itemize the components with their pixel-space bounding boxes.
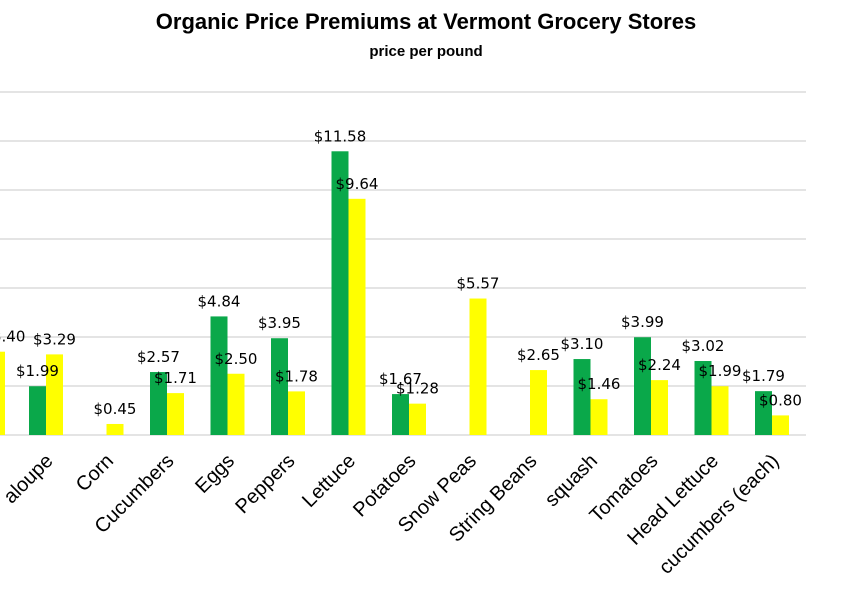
data-label: $2.65 <box>517 346 560 364</box>
data-label: $9.64 <box>336 175 379 193</box>
data-label: $1.79 <box>742 367 785 385</box>
data-label: $3.99 <box>621 313 664 331</box>
gridlines <box>0 91 806 436</box>
bar-conventional <box>227 373 245 435</box>
bar-organic <box>755 391 772 435</box>
x-tick-label: squash <box>541 450 602 511</box>
data-label: $2.24 <box>638 356 681 374</box>
bar-conventional <box>469 298 487 435</box>
chart-title: Organic Price Premiums at Vermont Grocer… <box>156 9 696 34</box>
data-label: $0.80 <box>759 391 802 409</box>
data-labels: 3.40$1.99$3.29$0.45$2.57$1.71$4.84$2.50$… <box>0 127 802 418</box>
bar-conventional <box>46 354 63 435</box>
bar-conventional <box>772 415 789 435</box>
bar-conventional <box>167 393 184 435</box>
bars <box>0 151 789 436</box>
bar-conventional <box>288 391 305 435</box>
bar-conventional <box>590 399 608 435</box>
bar-conventional <box>651 380 668 435</box>
x-tick-label: aloupe <box>0 450 58 508</box>
x-tick-label: Corn <box>72 450 118 496</box>
data-label: $4.84 <box>198 292 241 310</box>
bar-conventional <box>711 386 729 435</box>
data-label: $3.95 <box>258 314 301 332</box>
bar-organic <box>573 359 591 435</box>
bar-organic <box>392 394 409 435</box>
data-label: $3.02 <box>682 337 725 355</box>
data-label: $1.67 <box>379 370 422 388</box>
x-tick-label: Peppers <box>231 450 299 518</box>
bar-organic <box>150 372 167 435</box>
x-tick-label: Eggs <box>191 450 239 498</box>
x-tick-label: Lettuce <box>298 450 360 512</box>
bar-conventional <box>530 370 547 435</box>
bar-organic <box>210 316 228 435</box>
data-label: $3.10 <box>561 335 604 353</box>
data-label: $2.50 <box>215 350 258 368</box>
data-label: 3.40 <box>0 328 25 346</box>
data-label: $1.28 <box>396 380 439 398</box>
bar-organic <box>29 386 46 435</box>
bar-conventional <box>106 423 124 435</box>
data-label: $1.71 <box>154 369 197 387</box>
data-label: $2.57 <box>137 348 180 366</box>
data-label: $5.57 <box>457 275 500 293</box>
data-label: $1.78 <box>275 367 318 385</box>
data-label: $1.46 <box>578 375 621 393</box>
bar-conventional <box>409 403 426 435</box>
bar-partial <box>0 351 5 435</box>
bar-conventional <box>348 198 366 435</box>
chart-subtitle: price per pound <box>369 43 482 60</box>
bar-organic <box>694 361 712 435</box>
data-label: $3.29 <box>33 330 76 348</box>
data-label: $0.45 <box>94 400 137 418</box>
bar-organic <box>271 338 288 435</box>
data-label: $1.99 <box>699 362 742 380</box>
data-label: $1.99 <box>16 362 59 380</box>
data-label: $11.58 <box>314 127 367 145</box>
bar-organic <box>634 337 651 435</box>
bar-organic <box>331 151 349 436</box>
